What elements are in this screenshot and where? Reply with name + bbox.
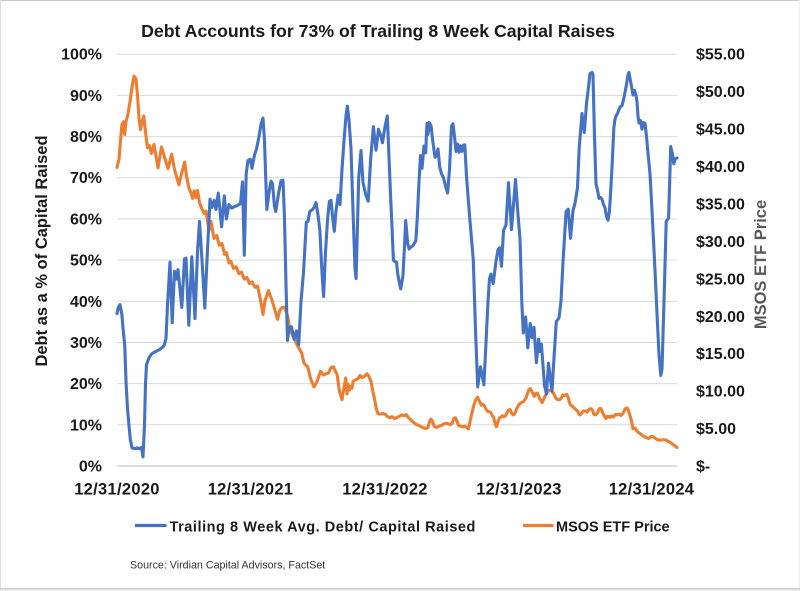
svg-text:12/31/2020: 12/31/2020 [74,481,160,499]
svg-text:$40.00: $40.00 [696,159,745,176]
svg-text:MSOS ETF Price: MSOS ETF Price [556,520,670,536]
svg-text:$35.00: $35.00 [696,196,745,213]
svg-text:0%: 0% [79,459,102,476]
svg-text:12/31/2022: 12/31/2022 [342,481,428,499]
svg-text:$20.00: $20.00 [696,309,745,326]
svg-text:30%: 30% [70,335,102,352]
svg-text:MSOS ETF Price: MSOS ETF Price [752,200,770,329]
svg-text:12/31/2021: 12/31/2021 [208,481,294,499]
svg-text:$30.00: $30.00 [696,234,745,251]
svg-text:90%: 90% [70,88,102,105]
svg-text:$15.00: $15.00 [696,346,745,363]
svg-text:$-: $- [696,459,710,476]
svg-text:20%: 20% [70,376,102,393]
svg-text:$45.00: $45.00 [696,122,745,139]
svg-text:10%: 10% [70,417,102,434]
svg-text:70%: 70% [70,170,102,187]
svg-text:12/31/2024: 12/31/2024 [609,481,695,499]
svg-text:40%: 40% [70,294,102,311]
svg-text:Debt Accounts for 73% of Trail: Debt Accounts for 73% of Trailing 8 Week… [141,21,615,41]
svg-text:Debt as a % of Capital Raised: Debt as a % of Capital Raised [33,135,51,366]
svg-text:$55.00: $55.00 [696,47,745,64]
svg-text:12/31/2023: 12/31/2023 [476,481,562,499]
svg-text:$5.00: $5.00 [696,421,736,438]
svg-text:$25.00: $25.00 [696,271,745,288]
svg-text:Source: Virdian Capital Adviso: Source: Virdian Capital Advisors, FactSe… [130,560,325,572]
svg-text:100%: 100% [61,47,102,64]
svg-text:$10.00: $10.00 [696,384,745,401]
svg-text:Trailing 8 Week Avg. Debt/ Cap: Trailing 8 Week Avg. Debt/ Capital Raise… [170,520,476,536]
svg-text:80%: 80% [70,129,102,146]
svg-text:60%: 60% [70,211,102,228]
svg-text:50%: 50% [70,253,102,270]
svg-text:$50.00: $50.00 [696,84,745,101]
